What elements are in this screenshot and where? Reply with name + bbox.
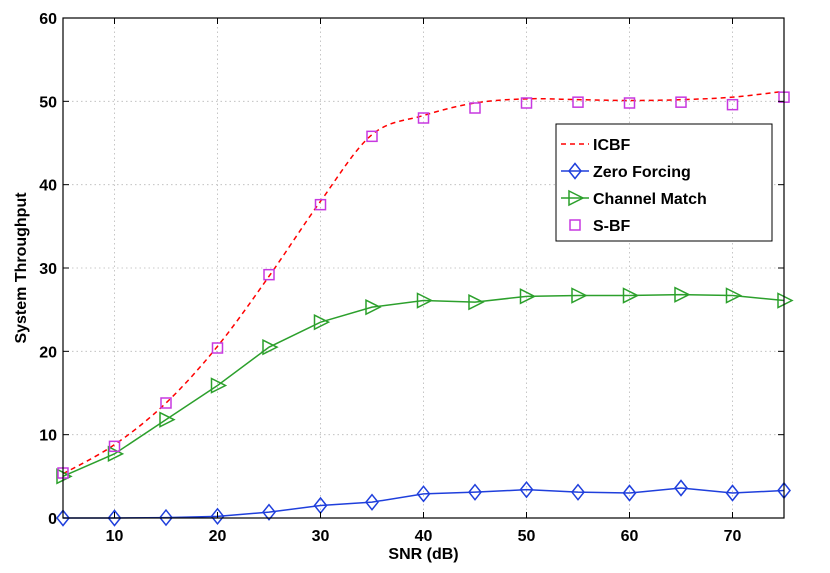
data-point bbox=[519, 288, 537, 305]
y-axis-title: System Throughput bbox=[13, 192, 30, 344]
data-point bbox=[520, 97, 533, 109]
data-point bbox=[108, 440, 121, 453]
data-point bbox=[468, 293, 485, 311]
legend-label: Zero Forcing bbox=[593, 164, 691, 181]
data-point bbox=[107, 509, 122, 527]
data-point bbox=[210, 507, 225, 526]
legend: ICBF Zero Forcing Channel Match S-BF bbox=[555, 123, 773, 242]
data-point bbox=[571, 287, 588, 304]
x-tick-label: 30 bbox=[312, 528, 330, 545]
data-point bbox=[365, 493, 379, 511]
data-point bbox=[314, 198, 327, 211]
legend-label: Channel Match bbox=[593, 191, 707, 208]
axis-ticks: 10 20 30 40 50 60 70 0 10 20 30 40 50 60 bbox=[39, 11, 784, 545]
data-point bbox=[416, 485, 431, 503]
y-tick-label: 0 bbox=[48, 511, 57, 528]
data-point bbox=[777, 292, 794, 309]
y-tick-label: 20 bbox=[39, 344, 57, 361]
data-point bbox=[263, 268, 275, 281]
data-point bbox=[160, 397, 172, 409]
data-point bbox=[725, 484, 740, 502]
x-tick-label: 70 bbox=[724, 528, 742, 545]
x-axis-title: SNR (dB) bbox=[388, 546, 458, 563]
data-point bbox=[262, 338, 279, 356]
data-point bbox=[726, 98, 739, 111]
x-tick-label: 60 bbox=[621, 528, 639, 545]
series-icbf bbox=[62, 90, 785, 475]
y-tick-label: 10 bbox=[39, 428, 57, 445]
data-point bbox=[56, 468, 73, 485]
x-tick-label: 10 bbox=[106, 528, 124, 545]
data-point bbox=[210, 377, 228, 394]
data-point bbox=[159, 411, 176, 428]
data-point bbox=[56, 509, 70, 527]
legend-marker bbox=[569, 219, 581, 231]
legend-item: S-BF bbox=[569, 218, 631, 235]
data-point bbox=[468, 483, 482, 501]
legend-marker bbox=[568, 189, 585, 207]
data-point bbox=[416, 292, 434, 309]
data-point bbox=[313, 313, 331, 331]
legend-item: ICBF bbox=[561, 137, 631, 154]
data-point bbox=[262, 503, 276, 521]
data-point bbox=[366, 130, 378, 143]
legend-item: Zero Forcing bbox=[561, 162, 691, 181]
y-tick-label: 50 bbox=[39, 94, 57, 111]
data-point bbox=[623, 97, 636, 109]
x-tick-label: 50 bbox=[518, 528, 536, 545]
data-point bbox=[469, 102, 481, 114]
data-point bbox=[417, 112, 430, 124]
data-point bbox=[159, 508, 173, 527]
data-point bbox=[622, 287, 640, 304]
legend-box bbox=[555, 123, 773, 242]
data-point bbox=[572, 96, 584, 108]
y-tick-label: 30 bbox=[39, 261, 57, 278]
data-point bbox=[674, 479, 688, 497]
data-point bbox=[675, 96, 687, 108]
x-tick-label: 40 bbox=[415, 528, 433, 545]
series-zero-forcing bbox=[56, 479, 791, 527]
data-point bbox=[365, 298, 382, 316]
data-point bbox=[211, 342, 224, 354]
series-line bbox=[62, 293, 785, 478]
y-tick-label: 40 bbox=[39, 178, 57, 195]
data-point bbox=[571, 483, 585, 501]
legend-label: S-BF bbox=[593, 218, 631, 235]
y-tick-label: 60 bbox=[39, 11, 57, 28]
data-point bbox=[107, 445, 125, 463]
legend-label: ICBF bbox=[593, 137, 631, 154]
data-point bbox=[725, 287, 743, 304]
series-line bbox=[62, 90, 785, 475]
series-layer bbox=[56, 90, 794, 527]
series-line bbox=[63, 487, 785, 519]
series-channel-match bbox=[56, 286, 794, 485]
legend-item: Channel Match bbox=[561, 189, 707, 208]
legend-marker bbox=[568, 162, 582, 180]
data-point bbox=[519, 480, 534, 499]
data-point bbox=[622, 484, 637, 502]
x-tick-label: 20 bbox=[209, 528, 227, 545]
data-point bbox=[674, 286, 691, 303]
series-s-bf bbox=[57, 91, 790, 479]
